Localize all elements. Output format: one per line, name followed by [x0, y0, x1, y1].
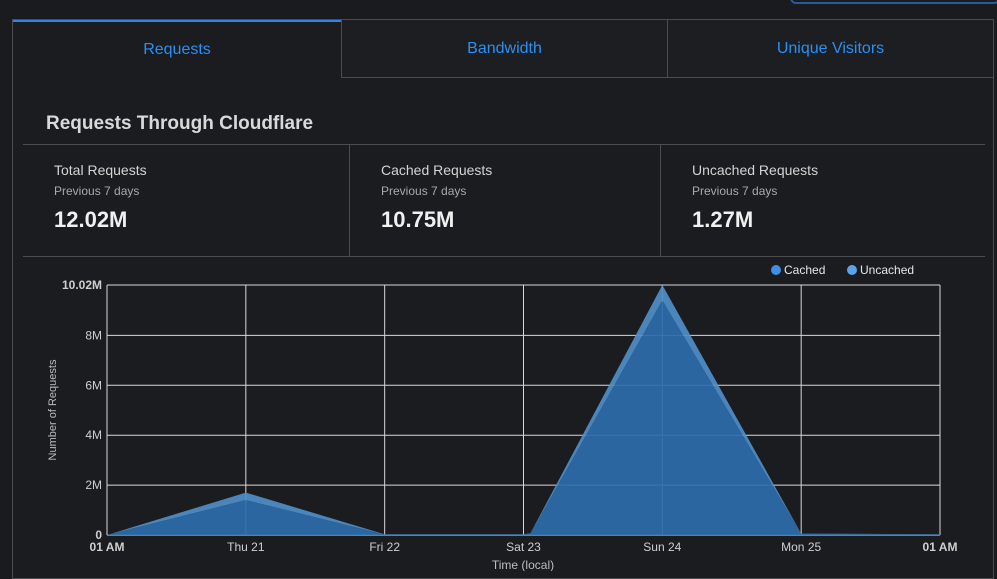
x-tick-label: Mon 25 — [781, 540, 821, 554]
x-tick-label: Sat 23 — [506, 540, 541, 554]
y-tick-label: 4M — [85, 428, 102, 442]
x-tick-label: Fri 22 — [369, 540, 400, 554]
stat-period: Previous 7 days — [54, 184, 140, 198]
section-title: Requests Through Cloudflare — [46, 113, 314, 134]
x-tick-label: Thu 21 — [227, 540, 265, 554]
stat-label: Total Requests — [54, 162, 147, 178]
legend-uncached-swatch — [847, 265, 857, 275]
x-tick-label: 01 AM — [90, 540, 125, 554]
tab-requests[interactable]: Requests — [13, 20, 341, 78]
uncached-series-area — [107, 285, 940, 535]
cached-series-area — [107, 300, 940, 535]
y-tick-label: 0 — [95, 528, 102, 542]
legend-cached-swatch — [771, 265, 781, 275]
stat-label: Cached Requests — [381, 162, 493, 178]
x-tick-label: Sun 24 — [643, 540, 681, 554]
y-tick-label: 2M — [85, 478, 102, 492]
top-search-box-edge[interactable] — [790, 0, 997, 4]
stat-value: 10.75M — [381, 207, 455, 232]
x-tick-label: 01 AM — [923, 540, 958, 554]
legend-cached-label: Cached — [784, 263, 825, 277]
legend-uncached-label: Uncached — [860, 263, 914, 277]
y-axis-label: Number of Requests — [47, 359, 59, 460]
stat-period: Previous 7 days — [692, 184, 778, 198]
y-tick-label: 8M — [85, 328, 102, 342]
stat-cached-requests: Cached Requests Previous 7 days 10.75M — [349, 145, 660, 256]
y-tick-label: 10.02M — [62, 278, 102, 292]
stat-period: Previous 7 days — [381, 184, 467, 198]
stat-value: 1.27M — [692, 207, 754, 232]
x-axis-label: Time (local) — [492, 558, 554, 571]
analytics-panel: Requests Bandwidth Unique Visitors Reque… — [12, 19, 994, 579]
tab-unique-visitors[interactable]: Unique Visitors — [667, 20, 993, 78]
stats-row: Total Requests Previous 7 days 12.02M Ca… — [23, 144, 985, 257]
tab-bandwidth[interactable]: Bandwidth — [341, 20, 667, 78]
y-tick-label: 6M — [85, 378, 102, 392]
stat-total-requests: Total Requests Previous 7 days 12.02M — [23, 145, 349, 256]
stat-label: Uncached Requests — [692, 162, 819, 178]
stat-uncached-requests: Uncached Requests Previous 7 days 1.27M — [660, 145, 985, 256]
metric-tabs: Requests Bandwidth Unique Visitors — [13, 20, 993, 78]
stat-value: 12.02M — [54, 207, 128, 232]
